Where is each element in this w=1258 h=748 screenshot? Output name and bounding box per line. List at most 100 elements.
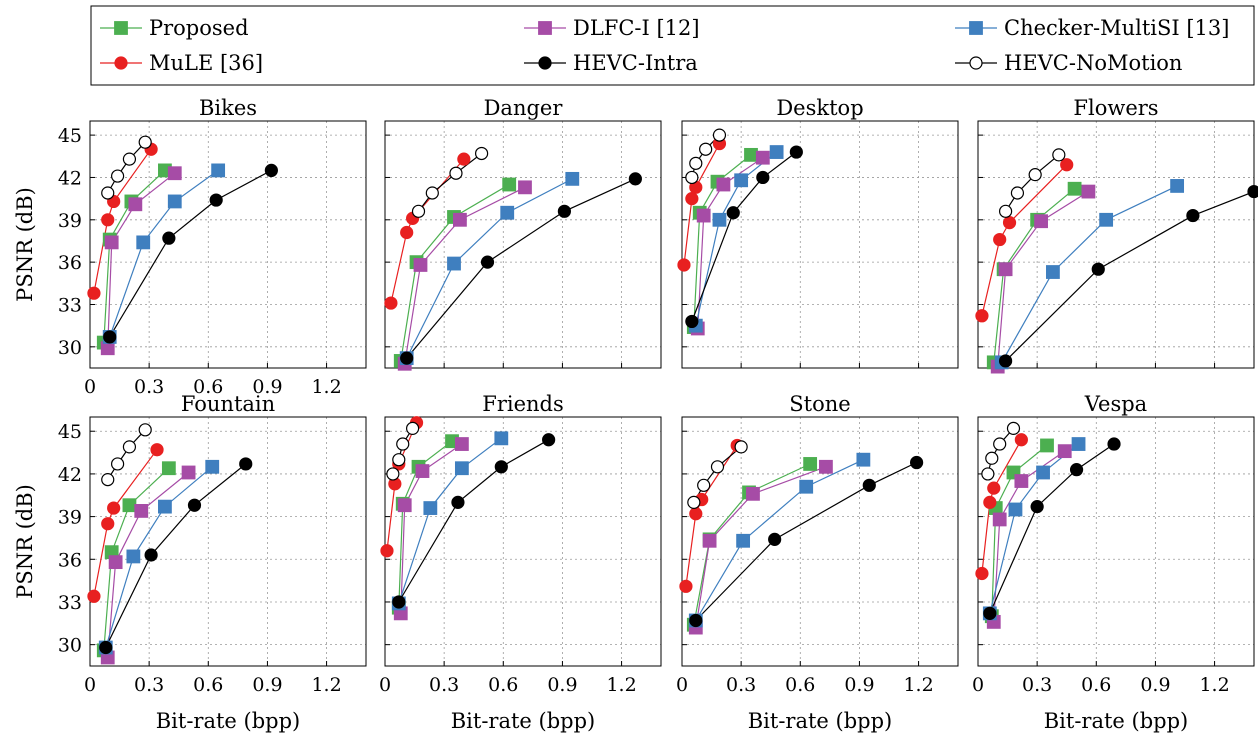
chart-panel: Flowers [975, 96, 1258, 374]
series-line [695, 459, 864, 621]
x-tick-label: 0 [84, 674, 96, 696]
data-point [108, 555, 123, 570]
data-point [702, 533, 717, 548]
data-point [415, 464, 430, 478]
legend-label: Checker-MultiSI [13] [1004, 16, 1229, 40]
data-point [1170, 179, 1185, 193]
y-tick-label: 36 [58, 549, 82, 571]
series-line [695, 461, 917, 621]
data-point [386, 467, 400, 481]
series-group [981, 154, 1254, 367]
series-line [993, 188, 1075, 363]
series-group [93, 429, 247, 658]
x-tick-label: 0 [676, 674, 688, 696]
data-point [685, 192, 699, 206]
data-point [1036, 465, 1050, 480]
data-point [103, 330, 117, 344]
plot-frame [977, 416, 1255, 667]
data-point [998, 354, 1013, 368]
data-point [736, 533, 751, 548]
data-point [975, 309, 989, 323]
series-line [406, 178, 636, 359]
x-tick-label: 0.6 [1081, 674, 1111, 696]
data-point [862, 478, 876, 492]
panel-title: Bikes [199, 96, 257, 120]
series-group [390, 153, 636, 364]
data-point [734, 440, 748, 454]
series-line [1001, 185, 1178, 363]
data-point [205, 459, 220, 474]
data-point [454, 437, 469, 451]
data-point [983, 495, 997, 509]
x-axis-label: Bit-rate (bpp) [156, 709, 301, 733]
data-point [789, 145, 803, 159]
data-point [453, 212, 467, 227]
legend-marker [538, 21, 552, 35]
plot-frame [384, 416, 662, 667]
y-axis-label: PSNR (dB) [13, 187, 37, 302]
x-tick-label: 0.3 [726, 674, 756, 696]
legend-label: DLFC-I [12] [573, 16, 700, 40]
data-point [1030, 500, 1044, 514]
data-point [122, 498, 137, 513]
data-point [384, 296, 398, 310]
data-point [712, 212, 727, 227]
y-tick-label: 33 [58, 592, 82, 614]
data-point [138, 135, 152, 149]
series-line [697, 157, 764, 329]
legend-box [90, 5, 1255, 86]
data-point [518, 180, 532, 195]
x-tick-label: 1.2 [903, 674, 933, 696]
data-point [136, 235, 151, 250]
data-point [689, 156, 703, 170]
legend-entry: Checker-MultiSI [13] [955, 16, 1229, 40]
data-point [475, 146, 489, 161]
series-line [398, 440, 453, 608]
data-point [1081, 184, 1096, 199]
data-point [542, 433, 556, 447]
data-point [134, 504, 149, 518]
y-tick-label: 30 [58, 635, 82, 657]
data-point [998, 262, 1013, 277]
data-point [87, 286, 101, 300]
data-point [689, 613, 703, 628]
series-line [981, 164, 1068, 316]
x-tick-label: 0.3 [1022, 674, 1052, 696]
data-point [987, 481, 1001, 495]
x-tick-label: 1.2 [606, 674, 636, 696]
x-axis-label: Bit-rate (bpp) [748, 709, 893, 733]
x-tick-label: 0 [379, 674, 391, 696]
legend-entry: DLFC-I [12] [524, 16, 700, 40]
data-point [985, 451, 999, 465]
x-tick-label: 0.6 [193, 376, 223, 398]
data-point [502, 177, 517, 192]
data-point [480, 255, 495, 269]
data-point [1010, 186, 1025, 200]
data-point [1067, 181, 1082, 196]
series-line [997, 191, 1089, 367]
data-point [167, 166, 182, 181]
data-point [128, 197, 143, 212]
plot-frame [89, 120, 367, 369]
data-point [454, 461, 469, 476]
data-point [400, 225, 414, 240]
plot-frame [681, 120, 959, 369]
data-point [799, 479, 814, 494]
x-tick-label: 0.9 [252, 674, 282, 696]
series-group [685, 445, 917, 628]
series-line [989, 443, 1079, 614]
data-point [1008, 502, 1023, 517]
data-point [392, 453, 406, 467]
data-point [110, 169, 125, 183]
legend: Proposed DLFC-I [12] Checker-MultiSI [13] M… [90, 5, 1255, 86]
data-point [734, 173, 749, 188]
x-axis-label: Bit-rate (bpp) [451, 709, 596, 733]
data-point [756, 170, 770, 185]
legend-marker [538, 56, 552, 70]
data-point [685, 314, 699, 329]
data-point [768, 532, 782, 546]
series-line [107, 429, 146, 480]
data-point [769, 145, 784, 159]
data-point [101, 213, 115, 227]
data-point [992, 512, 1007, 527]
